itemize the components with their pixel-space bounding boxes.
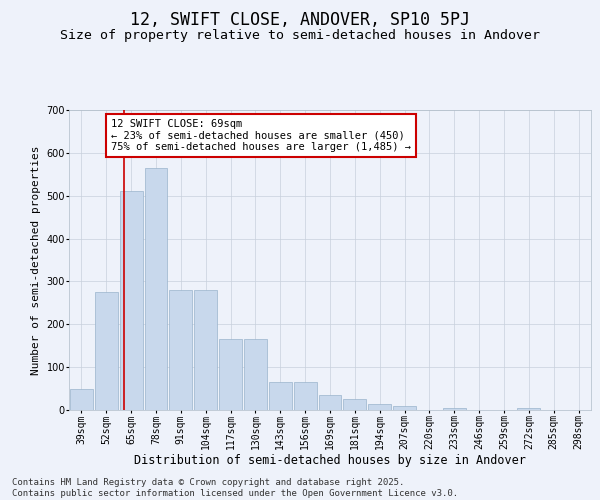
Bar [269,382,292,410]
Bar [393,406,416,410]
X-axis label: Distribution of semi-detached houses by size in Andover: Distribution of semi-detached houses by … [134,454,526,466]
Bar [294,382,317,410]
Bar [145,168,167,410]
Text: Contains HM Land Registry data © Crown copyright and database right 2025.
Contai: Contains HM Land Registry data © Crown c… [12,478,458,498]
Bar [343,400,366,410]
Bar [194,290,217,410]
Bar [120,192,143,410]
Bar [443,408,466,410]
Bar [517,408,540,410]
Text: Size of property relative to semi-detached houses in Andover: Size of property relative to semi-detach… [60,29,540,42]
Bar [368,404,391,410]
Bar [319,395,341,410]
Text: 12 SWIFT CLOSE: 69sqm
← 23% of semi-detached houses are smaller (450)
75% of sem: 12 SWIFT CLOSE: 69sqm ← 23% of semi-deta… [111,119,411,152]
Bar [95,292,118,410]
Bar [244,340,267,410]
Bar [169,290,192,410]
Bar [219,340,242,410]
Text: 12, SWIFT CLOSE, ANDOVER, SP10 5PJ: 12, SWIFT CLOSE, ANDOVER, SP10 5PJ [130,11,470,29]
Y-axis label: Number of semi-detached properties: Number of semi-detached properties [31,145,41,375]
Bar [70,388,93,410]
